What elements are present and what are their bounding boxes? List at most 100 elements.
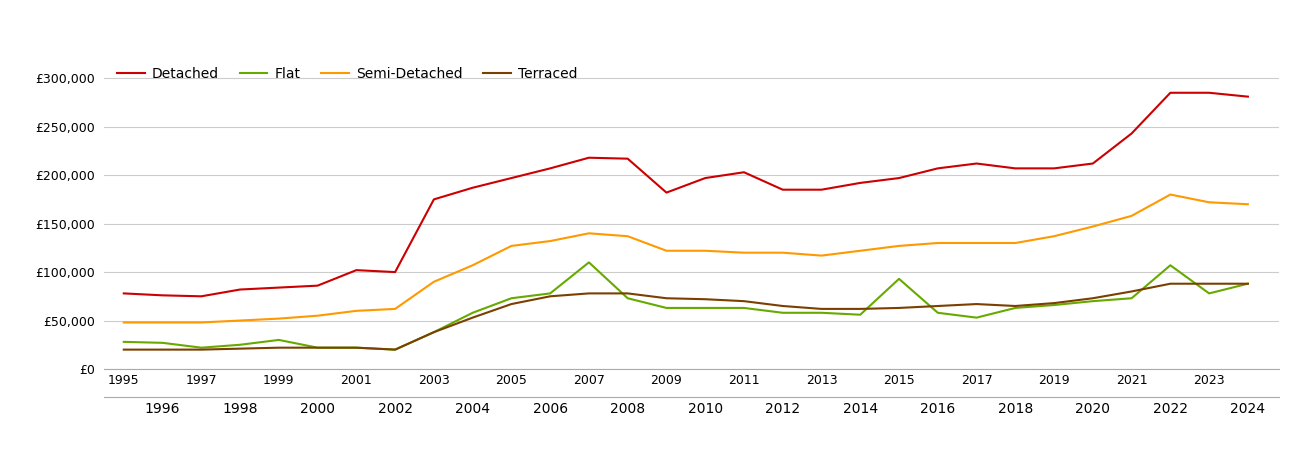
Detached	[968, 161, 984, 166]
Terraced	[232, 346, 248, 351]
Flat	[425, 329, 441, 335]
Flat	[1202, 291, 1218, 296]
Terraced	[116, 347, 132, 352]
Semi-Detached	[736, 250, 752, 256]
Detached	[309, 283, 325, 288]
Semi-Detached	[930, 240, 946, 246]
Terraced	[930, 303, 946, 309]
Terraced	[1124, 289, 1139, 294]
Flat	[1084, 298, 1100, 304]
Terraced	[388, 347, 403, 352]
Detached	[1007, 166, 1023, 171]
Detached	[814, 187, 830, 193]
Terraced	[891, 305, 907, 310]
Flat	[232, 342, 248, 347]
Detached	[388, 270, 403, 275]
Terraced	[1240, 281, 1255, 286]
Flat	[116, 339, 132, 345]
Semi-Detached	[659, 248, 675, 253]
Flat	[581, 260, 596, 265]
Semi-Detached	[814, 253, 830, 258]
Flat	[736, 305, 752, 310]
Detached	[930, 166, 946, 171]
Terraced	[736, 298, 752, 304]
Flat	[891, 276, 907, 282]
Detached	[116, 291, 132, 296]
Detached	[425, 197, 441, 202]
Flat	[1163, 263, 1178, 268]
Flat	[697, 305, 713, 310]
Legend: Detached, Flat, Semi-Detached, Terraced: Detached, Flat, Semi-Detached, Terraced	[111, 61, 583, 86]
Semi-Detached	[543, 238, 559, 244]
Semi-Detached	[465, 263, 480, 268]
Flat	[814, 310, 830, 315]
Terraced	[697, 297, 713, 302]
Terraced	[155, 347, 171, 352]
Semi-Detached	[1047, 234, 1062, 239]
Flat	[271, 337, 287, 342]
Flat	[1124, 296, 1139, 301]
Flat	[930, 310, 946, 315]
Detached	[504, 176, 519, 181]
Terraced	[1007, 303, 1023, 309]
Semi-Detached	[852, 248, 868, 253]
Terraced	[1163, 281, 1178, 286]
Flat	[465, 310, 480, 315]
Terraced	[1047, 301, 1062, 306]
Flat	[1047, 302, 1062, 308]
Semi-Detached	[232, 318, 248, 323]
Flat	[968, 315, 984, 320]
Detached	[1163, 90, 1178, 95]
Terraced	[659, 296, 675, 301]
Terraced	[1084, 296, 1100, 301]
Flat	[155, 340, 171, 346]
Flat	[193, 345, 209, 351]
Detached	[543, 166, 559, 171]
Semi-Detached	[620, 234, 636, 239]
Detached	[1047, 166, 1062, 171]
Detached	[271, 285, 287, 290]
Semi-Detached	[1007, 240, 1023, 246]
Terraced	[425, 329, 441, 335]
Flat	[543, 291, 559, 296]
Terraced	[1202, 281, 1218, 286]
Detached	[1202, 90, 1218, 95]
Semi-Detached	[1202, 200, 1218, 205]
Detached	[155, 292, 171, 298]
Terraced	[271, 345, 287, 351]
Terraced	[814, 306, 830, 311]
Detached	[193, 293, 209, 299]
Terraced	[504, 302, 519, 307]
Detached	[1240, 94, 1255, 99]
Line: Semi-Detached: Semi-Detached	[124, 194, 1248, 323]
Terraced	[193, 347, 209, 352]
Terraced	[543, 293, 559, 299]
Detached	[852, 180, 868, 185]
Detached	[232, 287, 248, 292]
Detached	[620, 156, 636, 162]
Terraced	[775, 303, 791, 309]
Semi-Detached	[775, 250, 791, 256]
Detached	[465, 185, 480, 190]
Detached	[348, 267, 364, 273]
Terraced	[465, 315, 480, 320]
Flat	[620, 296, 636, 301]
Line: Terraced: Terraced	[124, 284, 1248, 350]
Detached	[736, 170, 752, 175]
Semi-Detached	[425, 279, 441, 284]
Detached	[581, 155, 596, 160]
Flat	[775, 310, 791, 315]
Flat	[348, 345, 364, 351]
Terraced	[581, 291, 596, 296]
Semi-Detached	[155, 320, 171, 325]
Semi-Detached	[1124, 213, 1139, 219]
Detached	[659, 190, 675, 195]
Detached	[775, 187, 791, 193]
Semi-Detached	[1163, 192, 1178, 197]
Terraced	[968, 302, 984, 307]
Semi-Detached	[697, 248, 713, 253]
Semi-Detached	[891, 243, 907, 248]
Semi-Detached	[309, 313, 325, 319]
Flat	[1007, 305, 1023, 310]
Detached	[1084, 161, 1100, 166]
